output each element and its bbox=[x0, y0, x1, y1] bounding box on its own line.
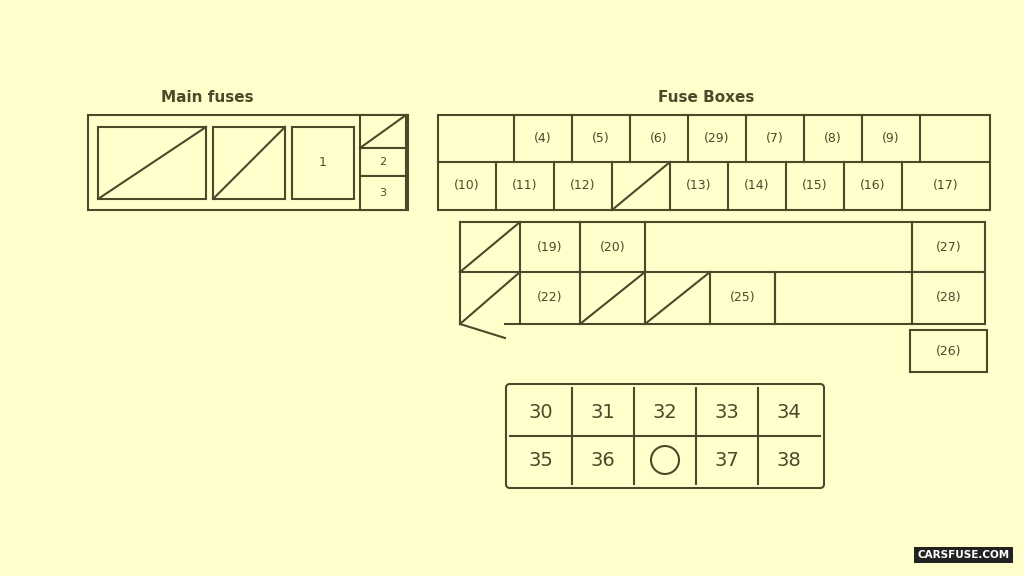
Text: (22): (22) bbox=[538, 291, 563, 305]
Bar bbox=[213, 127, 285, 199]
Text: (11): (11) bbox=[512, 180, 538, 192]
Text: 38: 38 bbox=[776, 450, 802, 469]
Text: (8): (8) bbox=[824, 132, 842, 145]
Bar bbox=[292, 127, 354, 199]
Text: (15): (15) bbox=[802, 180, 827, 192]
Text: (28): (28) bbox=[936, 291, 962, 305]
Text: (19): (19) bbox=[538, 241, 563, 253]
Bar bbox=[88, 115, 408, 210]
Text: 34: 34 bbox=[776, 403, 802, 422]
Text: 31: 31 bbox=[591, 403, 615, 422]
Text: (13): (13) bbox=[686, 180, 712, 192]
Text: Main fuses: Main fuses bbox=[161, 90, 253, 105]
Bar bbox=[98, 127, 206, 199]
Text: (20): (20) bbox=[600, 241, 626, 253]
Text: 3: 3 bbox=[380, 188, 386, 198]
Bar bbox=[360, 115, 406, 148]
Text: (26): (26) bbox=[936, 344, 962, 358]
Text: (16): (16) bbox=[860, 180, 886, 192]
Text: 36: 36 bbox=[591, 450, 615, 469]
Text: (7): (7) bbox=[766, 132, 784, 145]
Text: (27): (27) bbox=[936, 241, 962, 253]
Text: 37: 37 bbox=[715, 450, 739, 469]
Text: 35: 35 bbox=[528, 450, 553, 469]
Text: (5): (5) bbox=[592, 132, 610, 145]
Bar bbox=[912, 332, 985, 370]
Text: 30: 30 bbox=[528, 403, 553, 422]
Bar bbox=[910, 330, 987, 372]
Text: (25): (25) bbox=[730, 291, 756, 305]
Text: (10): (10) bbox=[455, 180, 480, 192]
Bar bbox=[360, 148, 406, 176]
Bar bbox=[912, 222, 985, 272]
Text: (4): (4) bbox=[535, 132, 552, 145]
Text: (12): (12) bbox=[570, 180, 596, 192]
FancyBboxPatch shape bbox=[506, 384, 824, 488]
Text: 2: 2 bbox=[380, 157, 387, 167]
Text: 1: 1 bbox=[319, 157, 327, 169]
Text: 32: 32 bbox=[652, 403, 677, 422]
Text: (9): (9) bbox=[883, 132, 900, 145]
Bar bbox=[912, 272, 985, 324]
Text: (14): (14) bbox=[744, 180, 770, 192]
Text: Fuse Boxes: Fuse Boxes bbox=[657, 90, 755, 105]
Text: (17): (17) bbox=[933, 180, 958, 192]
Text: (6): (6) bbox=[650, 132, 668, 145]
Text: (29): (29) bbox=[705, 132, 730, 145]
Text: 33: 33 bbox=[715, 403, 739, 422]
Bar bbox=[438, 115, 990, 210]
Text: CARSFUSE.COM: CARSFUSE.COM bbox=[918, 550, 1010, 560]
Bar bbox=[360, 176, 406, 210]
